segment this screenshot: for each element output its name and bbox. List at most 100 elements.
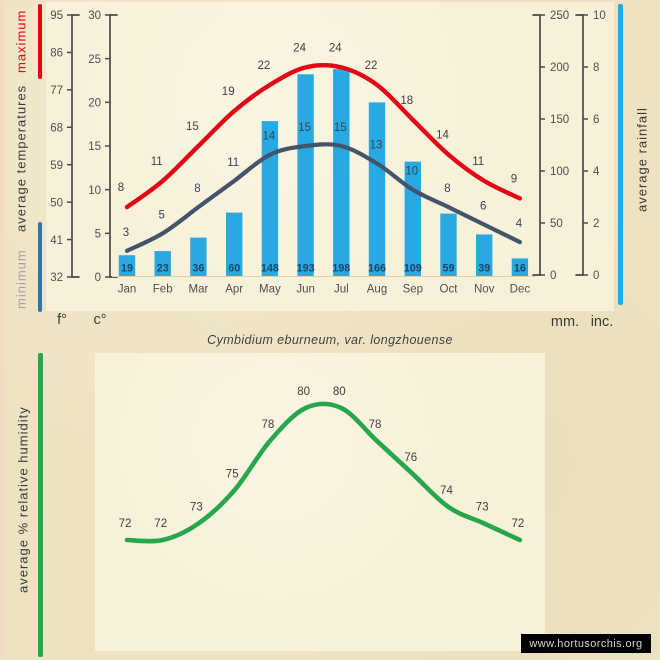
rainfall-value-label: 166 [368,263,386,275]
month-label: Sep [403,284,423,296]
humidity-axis-title: average % relative humidity [10,385,36,615]
website-watermark: www.hortusorchis.org [521,634,651,653]
rainfall-bar [262,121,278,276]
rainfall-value-label: 59 [442,263,454,275]
min-temp-label: 3 [123,227,129,239]
axis-tick-label: 10 [88,185,101,197]
min-temp-label: 11 [227,157,239,169]
axis-tick-label: 2 [593,218,599,230]
axis-tick-label: 0 [95,272,101,284]
humidity-value-label: 76 [404,452,417,464]
axis-tick-label: 0 [593,270,599,282]
axis-tick-label: 32 [50,272,63,284]
inch-unit-label: inc. [584,314,620,330]
mm-unit-label: mm. [546,314,584,330]
axis-tick-label: 25 [88,54,101,66]
max-temp-label: 19 [222,86,235,98]
axis-tick-label: 59 [50,160,63,172]
min-temp-label: 15 [298,122,311,134]
axis-tick-label: 50 [50,197,63,209]
axis-tick-label: 4 [593,166,600,178]
axis-tick-label: 30 [88,10,101,22]
celsius-unit-label: c° [88,312,112,328]
min-temp-label: 4 [516,218,523,230]
max-temp-curve [127,65,520,207]
max-temp-label: 9 [511,173,517,185]
minimum-legend-label: minimum [9,240,33,318]
max-temp-label: 24 [293,42,306,54]
celsius-axis: 302520151050 [88,10,117,284]
axis-tick-label: 86 [50,48,63,60]
rainfall-value-label: 19 [121,263,133,275]
rainfall-bar [297,74,313,276]
axis-tick-label: 150 [550,114,569,126]
month-label: Jan [118,284,137,296]
month-axis: JanFebMarAprMayJunJulAugSepOctNovDec [118,284,531,296]
rainfall-value-label: 109 [404,263,422,275]
chart-title: Cymbidium eburneum, var. longzhouense [0,333,660,347]
rainfall-value-label: 193 [297,263,315,275]
min-temp-label: 14 [263,131,276,143]
axis-tick-label: 68 [50,123,63,135]
axis-tick-label: 10 [593,10,606,22]
min-temp-label: 8 [444,183,450,195]
month-label: Feb [153,284,173,296]
axis-tick-label: 6 [593,114,599,126]
humidity-value-label: 80 [297,386,310,398]
axis-tick-label: 200 [550,62,569,74]
min-temp-label: 10 [405,166,418,178]
max-temp-label: 22 [365,60,378,72]
month-label: Aug [367,284,387,296]
temperature-axis-title: average temperatures [9,76,33,240]
mm-axis: 250200150100500 [533,10,569,282]
max-temp-label: 24 [329,42,342,54]
inch-axis: 10 8 6 4 2 0 [576,10,606,282]
min-temp-label: 6 [480,201,486,213]
rainfall-bars [119,69,528,276]
axis-tick-label: 41 [50,235,63,247]
rainfall-value-label: 16 [514,263,526,275]
axis-tick-label: 8 [593,62,599,74]
rainfall-value-label: 39 [478,263,490,275]
min-temp-label: 8 [194,183,200,195]
max-temp-label: 11 [472,156,484,168]
rainfall-value-label: 198 [332,263,350,275]
axis-tick-label: 50 [550,218,563,230]
rainfall-value-label: 23 [157,263,169,275]
axis-tick-label: 0 [550,270,556,282]
month-label: Apr [225,284,243,296]
humidity-value-label: 73 [476,502,489,514]
rainfall-bar [369,102,385,276]
axis-tick-label: 15 [88,141,101,153]
month-label: Dec [510,284,531,296]
month-label: May [259,284,281,296]
min-temp-label: 5 [158,209,164,221]
max-temp-label: 15 [186,121,199,133]
min-temp-label: 13 [370,140,383,152]
humidity-labels: 727273757880807876747372 [119,386,525,530]
humidity-legend-line [38,353,43,657]
month-label: Jul [334,284,349,296]
minimum-legend-line [38,222,42,312]
axis-tick-label: 95 [50,10,63,22]
humidity-value-label: 73 [190,502,203,514]
humidity-value-label: 72 [512,518,525,530]
humidity-value-label: 78 [262,419,275,431]
humidity-value-label: 78 [369,419,382,431]
humidity-value-label: 72 [154,518,167,530]
temperature-labels: 8111519222424221814119358111415151310864… [118,42,526,274]
fahrenheit-unit-label: f° [50,312,74,328]
rainfall-value-label: 148 [261,263,279,275]
humidity-value-label: 74 [440,485,453,497]
humidity-curve [127,404,520,541]
climate-diagram: 9586776859504132302520151050250200150100… [0,0,660,660]
month-label: Jun [296,284,315,296]
axis-tick-label: 5 [95,229,101,241]
rainfall-value-label: 36 [192,263,204,275]
rainfall-bar [405,162,421,276]
max-temp-label: 11 [151,156,163,168]
max-temp-label: 14 [436,130,449,142]
month-label: Mar [188,284,208,296]
maximum-legend-line [38,4,42,79]
humidity-value-label: 75 [226,469,239,481]
